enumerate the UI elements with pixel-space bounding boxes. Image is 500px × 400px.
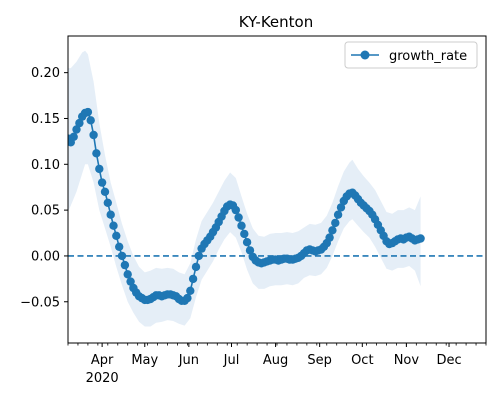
data-point	[242, 238, 252, 247]
data-point	[72, 125, 81, 134]
data-point	[188, 274, 198, 284]
legend-label-growth-rate: growth_rate	[389, 49, 467, 64]
data-point	[92, 149, 101, 158]
y-axis: −0.05 0.00 0.05 0.10 0.15 0.20	[20, 66, 68, 310]
y-tick-label: 0.15	[31, 112, 60, 127]
data-point	[240, 229, 249, 239]
data-point	[112, 231, 121, 240]
legend-marker-swatch	[360, 50, 370, 60]
x-tick-label: Jul	[223, 353, 240, 368]
data-point	[231, 205, 240, 215]
data-point	[336, 203, 346, 212]
data-point	[69, 132, 78, 141]
data-point	[416, 234, 425, 243]
x-tick-label: Oct	[351, 353, 373, 368]
y-tick-label: 0.00	[31, 249, 60, 264]
data-point	[109, 221, 118, 230]
x-axis: Apr 2020 May Jun Jul Aug Sep Oct Nov Dec	[67, 343, 487, 386]
x-tick-label: May	[131, 353, 158, 368]
data-point	[191, 262, 201, 272]
data-point	[89, 130, 98, 140]
data-point	[75, 118, 84, 128]
data-point	[194, 251, 203, 261]
data-point	[106, 210, 115, 219]
x-tick-label: Aug	[263, 353, 288, 368]
x-tick-year-label: 2020	[86, 371, 119, 386]
y-tick-label: −0.05	[20, 295, 60, 310]
data-point	[103, 198, 113, 207]
chart-title: KY-Kenton	[239, 13, 314, 31]
data-point	[117, 251, 127, 261]
data-point	[95, 164, 104, 174]
y-tick-label: 0.10	[31, 158, 60, 173]
x-tick-label: Jun	[178, 353, 199, 368]
y-tick-label: 0.20	[31, 66, 60, 81]
legend-box	[344, 41, 478, 69]
data-point	[186, 286, 195, 295]
legend: growth_rate	[344, 41, 478, 69]
data-point	[115, 242, 124, 251]
data-point	[325, 233, 334, 242]
x-tick-label: Nov	[394, 353, 420, 368]
x-tick-label: Sep	[307, 353, 332, 368]
confidence-band-layer	[68, 50, 421, 327]
data-point	[123, 270, 132, 279]
x-tick-label: Dec	[436, 353, 461, 368]
data-point	[100, 187, 110, 196]
data-point	[328, 226, 337, 235]
confidence-band	[68, 50, 421, 327]
data-point	[237, 221, 246, 230]
data-point	[97, 178, 107, 187]
data-point	[183, 293, 192, 303]
data-point	[83, 107, 93, 117]
data-point	[120, 260, 130, 270]
data-point	[234, 213, 243, 222]
x-tick-label: Apr	[91, 353, 114, 368]
data-point	[86, 116, 95, 125]
data-point	[126, 277, 135, 286]
series-layer	[68, 107, 425, 305]
y-tick-label: 0.05	[31, 204, 60, 219]
data-point	[331, 218, 340, 228]
data-point	[333, 210, 343, 219]
data-point	[245, 246, 255, 255]
